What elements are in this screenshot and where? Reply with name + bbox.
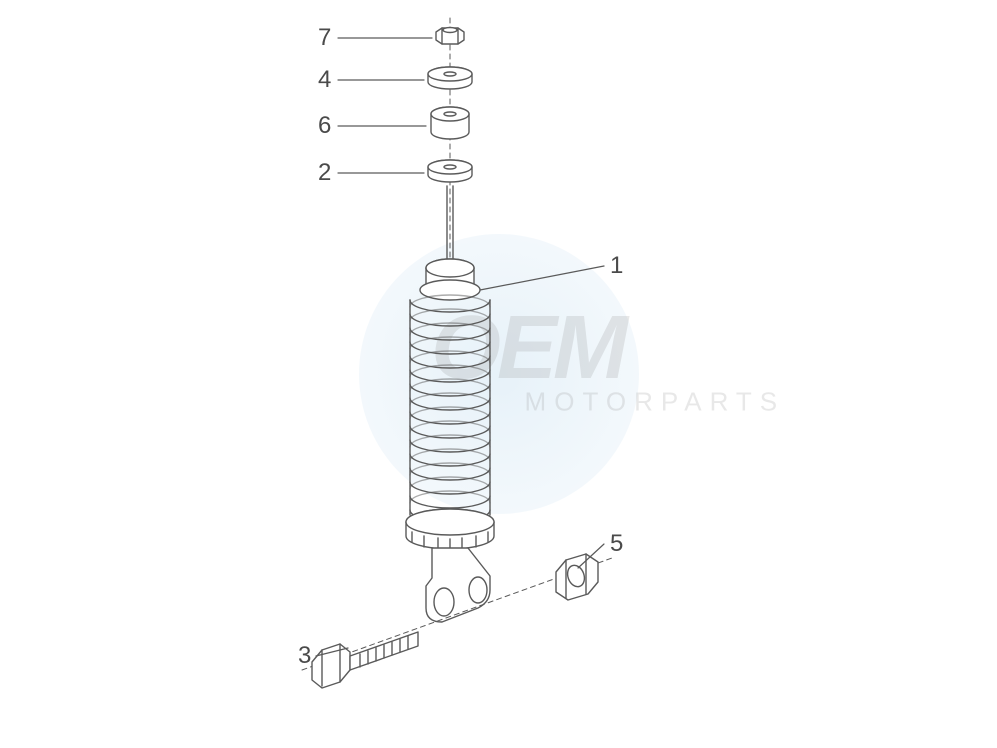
part-bushing-6 <box>431 107 469 139</box>
part-nut-7 <box>436 28 464 45</box>
callout-6: 6 <box>318 112 331 140</box>
part-washer-4 <box>428 67 472 89</box>
part-shock-absorber-1 <box>406 259 494 622</box>
callout-3: 3 <box>298 642 311 670</box>
callout-7: 7 <box>318 24 331 52</box>
spring-coils <box>410 295 490 522</box>
callout-4: 4 <box>318 66 331 94</box>
callout-5: 5 <box>610 530 623 558</box>
part-rod <box>447 186 453 262</box>
part-bolt-3 <box>312 632 418 688</box>
callout-2: 2 <box>318 159 331 187</box>
part-nut-5 <box>556 554 598 600</box>
parts-drawing <box>0 0 997 748</box>
diagram-container: OEM MOTORPARTS <box>0 0 997 748</box>
part-washer-2 <box>428 160 472 182</box>
callout-1: 1 <box>610 252 623 280</box>
